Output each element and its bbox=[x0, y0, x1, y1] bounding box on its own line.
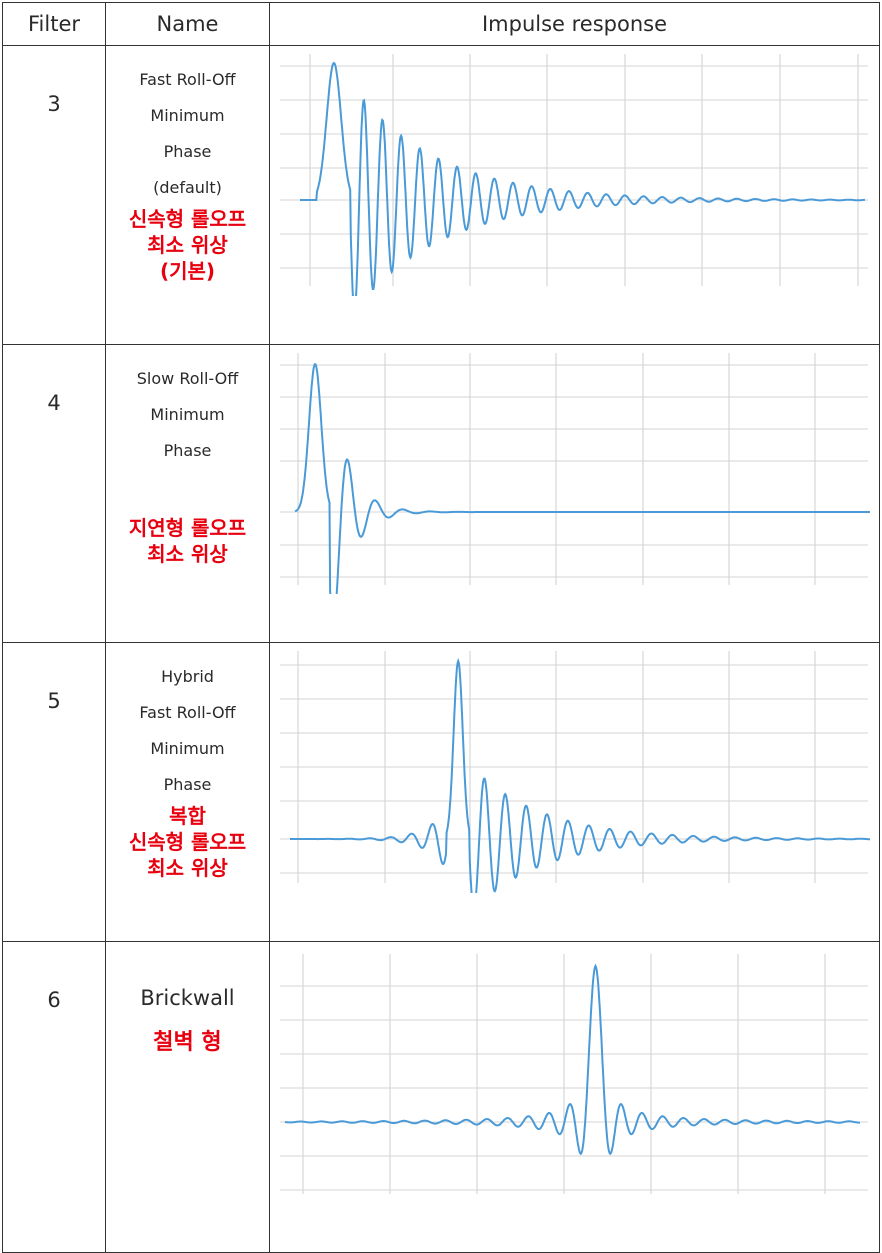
filter-number: 5 bbox=[2, 642, 106, 942]
filter-name-line: (default) bbox=[153, 178, 222, 197]
table-row: 5 Hybrid Fast Roll-Off Minimum Phase 복합 … bbox=[2, 642, 880, 942]
filter-name-line: Fast Roll-Off bbox=[139, 70, 236, 89]
korean-name-line: 지연형 롤오프 bbox=[128, 516, 247, 540]
filter-name-cell: Brickwall 철벽 형 bbox=[105, 941, 270, 1253]
korean-name-line: 최소 위상 bbox=[147, 856, 228, 880]
header-filter: Filter bbox=[2, 2, 106, 46]
filter-name-line: Minimum bbox=[150, 405, 225, 424]
impulse-response-plot bbox=[269, 45, 880, 345]
impulse-chart-svg bbox=[280, 353, 870, 594]
korean-name-line: 최소 위상 bbox=[147, 233, 228, 257]
filter-name-line: Hybrid bbox=[161, 667, 214, 686]
filter-number: 6 bbox=[2, 941, 106, 1253]
filter-name-line: Minimum bbox=[150, 739, 225, 758]
filter-name-cell: Fast Roll-Off Minimum Phase (default) 신속… bbox=[105, 45, 270, 345]
impulse-response-line bbox=[300, 61, 866, 296]
header-impulse-response: Impulse response bbox=[269, 2, 880, 46]
filter-name-line: Phase bbox=[163, 142, 212, 161]
header-row: Filter Name Impulse response bbox=[2, 2, 880, 46]
impulse-response-line bbox=[294, 363, 870, 594]
korean-name-line: (기본) bbox=[159, 259, 216, 283]
filter-number: 4 bbox=[2, 344, 106, 643]
table-row: 4 Slow Roll-Off Minimum Phase 지연형 롤오프 최소… bbox=[2, 344, 880, 643]
filter-name-line: Slow Roll-Off bbox=[136, 369, 239, 388]
table-row: 3 Fast Roll-Off Minimum Phase (default) … bbox=[2, 45, 880, 345]
korean-name-line: 철벽 형 bbox=[153, 1030, 222, 1055]
filter-name-line: Phase bbox=[163, 775, 212, 794]
impulse-response-plot bbox=[269, 642, 880, 942]
korean-name-line: 신속형 롤오프 bbox=[128, 830, 247, 854]
table-row: 6 Brickwall 철벽 형 bbox=[2, 941, 880, 1253]
korean-name-line: 최소 위상 bbox=[147, 542, 228, 566]
filter-name-cell: Slow Roll-Off Minimum Phase 지연형 롤오프 최소 위… bbox=[105, 344, 270, 643]
korean-name-line: 신속형 롤오프 bbox=[128, 207, 247, 231]
filter-name-line: Fast Roll-Off bbox=[139, 703, 236, 722]
impulse-chart-svg bbox=[280, 651, 870, 893]
impulse-response-line bbox=[284, 963, 860, 1156]
filter-number: 3 bbox=[2, 45, 106, 345]
filter-name-line: Brickwall bbox=[140, 986, 235, 1010]
impulse-chart-svg bbox=[280, 54, 868, 296]
filter-name-line: Minimum bbox=[150, 106, 225, 125]
impulse-response-line bbox=[290, 657, 870, 893]
impulse-response-plot bbox=[269, 941, 880, 1253]
korean-name-line: 복합 bbox=[169, 804, 206, 828]
header-name: Name bbox=[105, 2, 270, 46]
filter-name-line: Phase bbox=[163, 441, 212, 460]
filter-name-cell: Hybrid Fast Roll-Off Minimum Phase 복합 신속… bbox=[105, 642, 270, 942]
impulse-chart-svg bbox=[280, 954, 868, 1194]
impulse-response-plot bbox=[269, 344, 880, 643]
